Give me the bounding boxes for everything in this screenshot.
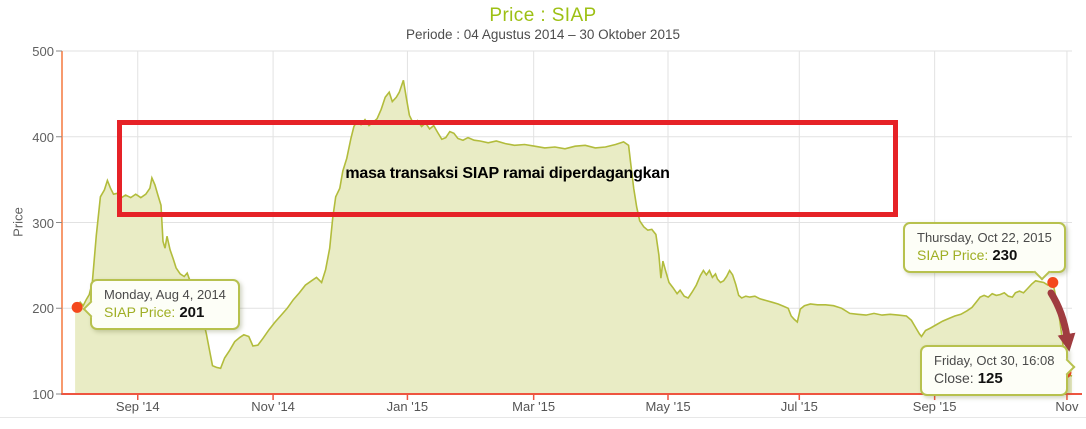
annotation-text: masa transaksi SIAP ramai diperdagangkan bbox=[345, 165, 670, 182]
chart-subtitle: Periode : 04 Agustus 2014 – 30 Oktober 2… bbox=[406, 27, 680, 42]
tooltip-value: 230 bbox=[992, 247, 1018, 264]
tooltip-series-label: SIAP Price: bbox=[104, 304, 176, 320]
tooltip-oct30: Friday, Oct 30, 16:08 Close: 125 bbox=[920, 345, 1076, 396]
x-axis-label: Sep '15 bbox=[912, 399, 957, 414]
tooltip-date: Monday, Aug 4, 2014 bbox=[104, 287, 226, 302]
x-axis-label: Jan '15 bbox=[386, 399, 429, 414]
x-axis-label: Sep '14 bbox=[115, 399, 160, 414]
tooltip-oct22: Thursday, Oct 22, 2015 SIAP Price: 230 bbox=[903, 222, 1066, 281]
tooltip-series-label: SIAP Price: bbox=[917, 247, 989, 263]
x-axis-label: Nov bbox=[1055, 399, 1079, 414]
y-axis-label: 300 bbox=[32, 215, 54, 231]
bottom-divider bbox=[0, 417, 1086, 418]
y-axis-label: 500 bbox=[32, 44, 54, 59]
tooltip-value: 201 bbox=[179, 304, 205, 321]
x-axis-label: Mar '15 bbox=[512, 399, 556, 414]
tooltip-date: Friday, Oct 30, 16:08 bbox=[934, 353, 1055, 368]
down-trend-arrow bbox=[1047, 289, 1076, 352]
x-axis-label: May '15 bbox=[645, 399, 691, 414]
tooltip-value-row: SIAP Price: 201 bbox=[104, 304, 226, 321]
tooltip-series-label: Close: bbox=[934, 370, 974, 386]
tooltip-value: 125 bbox=[977, 370, 1003, 387]
point-marker bbox=[71, 301, 83, 313]
tooltip-value-row: Close: 125 bbox=[934, 370, 1054, 387]
tooltip-date: Thursday, Oct 22, 2015 bbox=[917, 230, 1052, 245]
tooltip-aug4: Monday, Aug 4, 2014 SIAP Price: 201 bbox=[82, 279, 240, 330]
y-axis-label: 100 bbox=[32, 387, 54, 402]
x-axis-label: Jul '15 bbox=[780, 399, 818, 414]
point-marker bbox=[1047, 277, 1059, 289]
x-axis-label: Nov '14 bbox=[251, 399, 295, 414]
area-fill bbox=[75, 80, 1073, 394]
tooltip-value-row: SIAP Price: 230 bbox=[917, 247, 1052, 264]
y-axis-label: 200 bbox=[32, 301, 54, 317]
y-axis-label: 400 bbox=[32, 129, 54, 145]
chart-title: Price : SIAP bbox=[489, 5, 597, 26]
highlight-rectangle: masa transaksi SIAP ramai diperdagangkan bbox=[117, 120, 898, 217]
